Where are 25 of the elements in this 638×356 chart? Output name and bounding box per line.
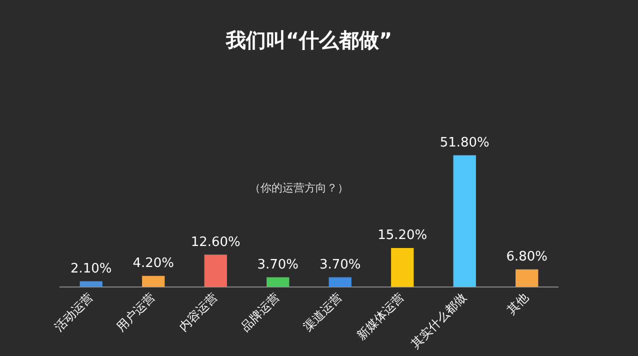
data-label: 12.60% bbox=[190, 234, 240, 250]
bar bbox=[328, 277, 352, 287]
data-label: 6.80% bbox=[506, 250, 548, 265]
x-tick-label: 活动运营 bbox=[52, 290, 96, 334]
bar bbox=[391, 248, 414, 287]
x-tick-label: 其他 bbox=[504, 290, 532, 318]
bar bbox=[516, 269, 538, 287]
x-tick-label: 渠道运营 bbox=[300, 290, 344, 334]
x-tick-label: 其实什么都做 bbox=[408, 290, 469, 352]
x-tick-label: 新媒体运营 bbox=[354, 290, 407, 343]
x-tick-label: 用户运营 bbox=[114, 290, 158, 334]
x-tick-label: 品牌运营 bbox=[238, 290, 282, 334]
bar bbox=[266, 277, 290, 287]
chart-title: 我们叫“什么都做” bbox=[224, 28, 392, 52]
data-label: 4.20% bbox=[132, 256, 174, 272]
data-label: 51.80% bbox=[440, 135, 490, 150]
data-label: 3.70% bbox=[319, 257, 361, 272]
bar bbox=[142, 276, 165, 287]
data-label: 2.10% bbox=[70, 261, 112, 276]
annotation: （你的运营方向？） bbox=[250, 181, 348, 194]
bar bbox=[453, 155, 476, 287]
x-tick-label: 内容运营 bbox=[176, 290, 220, 334]
data-label: 15.20% bbox=[378, 228, 428, 244]
data-label: 3.70% bbox=[257, 257, 299, 272]
bar bbox=[204, 254, 227, 287]
